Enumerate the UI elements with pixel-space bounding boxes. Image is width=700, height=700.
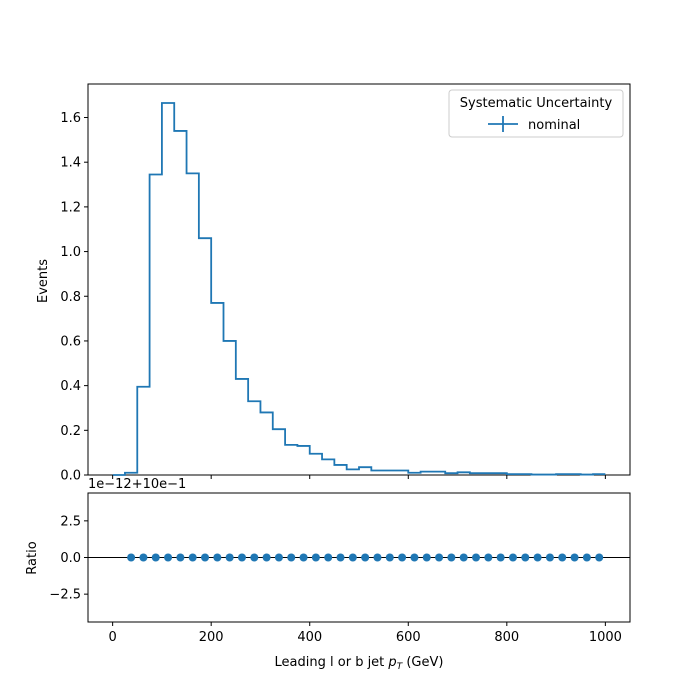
ratio-point	[299, 553, 308, 562]
ratio-point	[472, 553, 481, 562]
ratio-point	[250, 553, 259, 562]
series-nominal-step-line	[112, 102, 606, 476]
ratio-point	[176, 553, 185, 562]
ratio-x-tick-label: 400	[297, 630, 322, 645]
ratio-y-tick-label: −2.5	[49, 588, 81, 603]
ratio-point	[521, 553, 530, 562]
ratio-x-tick-label: 1000	[589, 630, 622, 645]
ratio-point	[361, 553, 370, 562]
ratio-x-tick-label: 800	[494, 630, 519, 645]
ratio-point	[398, 553, 407, 562]
ratio-point	[139, 553, 148, 562]
ratio-point	[570, 553, 579, 562]
ratio-point	[447, 553, 456, 562]
ratio-point	[237, 553, 246, 562]
ratio-point	[459, 553, 468, 562]
main-y-tick-label: 1.6	[60, 111, 81, 126]
ratio-point	[385, 553, 394, 562]
ratio-point	[324, 553, 333, 562]
ratio-point	[373, 553, 382, 562]
main-y-tick-label: 0.6	[60, 334, 81, 349]
ratio-point	[435, 553, 444, 562]
ratio-y-axis-label: Ratio	[25, 541, 40, 574]
ratio-point	[508, 553, 517, 562]
main-y-tick-label: 1.0	[60, 245, 81, 260]
main-y-tick-label: 1.4	[60, 156, 81, 171]
ratio-x-ticks: 0 200 400 600 800 1000	[108, 622, 622, 645]
ratio-y-tick-label: 0.0	[60, 551, 81, 566]
main-plot-area	[87, 83, 631, 476]
ratio-point	[311, 553, 320, 562]
ratio-point	[201, 553, 210, 562]
main-y-tick-label: 0.0	[60, 469, 81, 484]
main-histogram	[112, 102, 606, 476]
ratio-point	[262, 553, 271, 562]
legend-title: Systematic Uncertainty	[460, 96, 613, 111]
main-y-tick-label: 0.2	[60, 424, 81, 439]
main-panel: 0.0 0.2 0.4 0.6 0.8 1.0 1.2 1.4 1.6 Events Syste…	[36, 83, 631, 484]
ratio-point	[545, 553, 554, 562]
main-x-ticks	[112, 475, 606, 479]
ratio-point	[336, 553, 345, 562]
main-y-tick-label: 0.4	[60, 379, 81, 394]
ratio-point	[582, 553, 591, 562]
x-axis-label: Leading l or b jet pT (GeV)	[275, 655, 444, 672]
ratio-point	[287, 553, 296, 562]
legend: Systematic Uncertainty nominal	[448, 89, 624, 138]
ratio-point	[558, 553, 567, 562]
ratio-offset-label: 1e−12+10e−1	[88, 477, 186, 492]
ratio-point	[274, 553, 283, 562]
ratio-y-tick-label: 2.5	[60, 514, 81, 529]
ratio-point	[422, 553, 431, 562]
ratio-point	[188, 553, 197, 562]
ratio-point	[127, 553, 136, 562]
ratio-y-ticks: −2.5 0.0 2.5	[49, 514, 88, 603]
ratio-point	[410, 553, 419, 562]
main-y-tick-label: 0.8	[60, 290, 81, 305]
ratio-point	[533, 553, 542, 562]
ratio-point	[164, 553, 173, 562]
ratio-point	[484, 553, 493, 562]
ratio-x-tick-label: 200	[199, 630, 224, 645]
main-y-ticks: 0.0 0.2 0.4 0.6 0.8 1.0 1.2 1.4 1.6	[60, 111, 88, 484]
ratio-point	[151, 553, 160, 562]
main-y-axis-label: Events	[36, 259, 51, 303]
ratio-x-tick-label: 600	[396, 630, 421, 645]
legend-entry-nominal: nominal	[528, 118, 580, 133]
legend-box	[448, 89, 624, 138]
ratio-panel: −2.5 0.0 2.5 0 200 400 600 800 1000 1e−12+10e−1…	[25, 477, 631, 672]
ratio-points	[127, 553, 604, 562]
ratio-point	[225, 553, 234, 562]
ratio-x-tick-label: 0	[108, 630, 116, 645]
ratio-point	[496, 553, 505, 562]
main-y-tick-label: 1.2	[60, 200, 81, 215]
ratio-point	[595, 553, 604, 562]
ratio-point	[348, 553, 357, 562]
ratio-point	[213, 553, 222, 562]
